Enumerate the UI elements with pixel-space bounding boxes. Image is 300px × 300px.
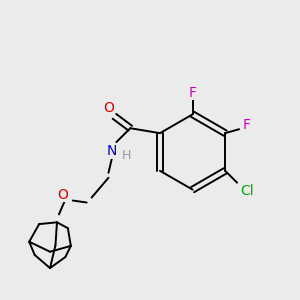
Text: H: H <box>122 149 131 162</box>
Text: F: F <box>243 118 251 132</box>
Text: O: O <box>58 188 68 202</box>
Text: O: O <box>103 101 114 116</box>
Text: Cl: Cl <box>240 184 254 198</box>
Text: N: N <box>106 144 117 158</box>
Text: F: F <box>189 85 196 100</box>
